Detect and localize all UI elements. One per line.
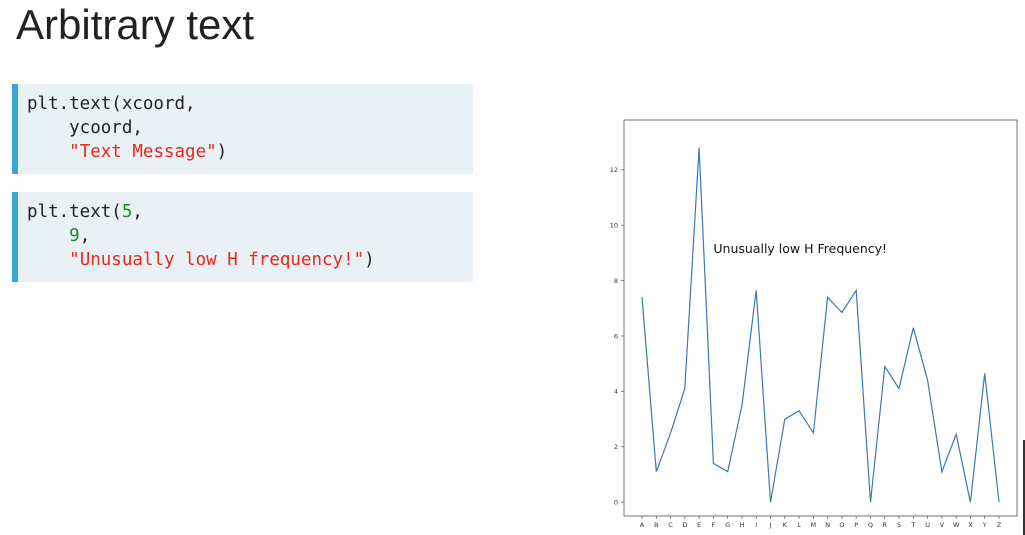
- x-tick-label: Y: [982, 521, 987, 529]
- x-tick-label: R: [882, 521, 887, 529]
- code-number: 9: [69, 226, 80, 246]
- x-tick-label: N: [825, 521, 830, 529]
- code-number: 5: [121, 202, 133, 222]
- chart-container: 0 2 4 6 8 10 12 A B C D E F G H I J K L M N O P Q R S T U V W X Y Z Unusu…: [590, 110, 1025, 535]
- code-indent: [27, 226, 69, 246]
- x-tick-label: Z: [997, 521, 1002, 529]
- x-tick-label: J: [769, 521, 772, 529]
- plot-frame: [623, 119, 1018, 517]
- code-paren: ): [216, 142, 228, 162]
- x-tick-label: U: [925, 521, 930, 529]
- x-tick-label: K: [783, 521, 788, 529]
- x-tick-label: L: [797, 521, 801, 529]
- x-tick-label: G: [725, 521, 730, 529]
- y-tick-label: 10: [610, 222, 618, 230]
- x-tick-label: C: [668, 521, 673, 529]
- x-tick-label: Q: [868, 521, 873, 529]
- x-tick-label: H: [740, 521, 745, 529]
- window-edge-divider: [1023, 440, 1025, 535]
- line-chart: 0 2 4 6 8 10 12 A B C D E F G H I J K L M N O P Q R S T U V W X Y Z Unusu…: [610, 119, 1018, 529]
- x-tick-label: M: [811, 521, 817, 529]
- y-tick-label: 0: [614, 498, 618, 506]
- x-tick-label: O: [839, 521, 844, 529]
- series-line: [641, 147, 1000, 503]
- code-line: ycoord,: [27, 118, 143, 138]
- x-tick-label: X: [968, 521, 973, 529]
- code-comma: ,: [132, 202, 143, 222]
- code-line: plt.text(xcoord,: [27, 94, 196, 114]
- y-tick-label: 6: [614, 332, 618, 340]
- x-tick-label: A: [640, 521, 645, 529]
- slide-title: Arbitrary text: [16, 1, 255, 48]
- y-tick-label: 8: [614, 277, 618, 285]
- code-indent: [27, 142, 69, 162]
- y-tick-label: 2: [614, 443, 618, 451]
- code-string: "Unusually low H frequency!": [69, 250, 365, 270]
- x-tick-label: B: [654, 521, 658, 529]
- x-tick-label: V: [940, 521, 945, 529]
- x-tick-label: F: [712, 521, 716, 529]
- y-tick-label: 4: [614, 388, 618, 396]
- code-block-example: plt.text(5, 9, "Unusually low H frequenc…: [12, 192, 473, 282]
- code-string: "Text Message": [69, 142, 217, 162]
- x-tick-label: D: [682, 521, 687, 529]
- x-tick-label: P: [854, 521, 858, 529]
- code-func: plt.text(: [27, 202, 122, 222]
- x-tick-label: S: [897, 521, 901, 529]
- x-tick-label: I: [755, 521, 757, 529]
- x-tick-label: T: [910, 521, 915, 529]
- y-tick-label: 12: [610, 166, 618, 174]
- x-tick-label: W: [953, 521, 960, 529]
- annotation-text: Unusually low H Frequency!: [713, 241, 887, 256]
- code-paren: ): [364, 250, 375, 270]
- code-indent: [27, 250, 69, 270]
- code-comma: ,: [79, 226, 91, 246]
- x-tick-label: E: [697, 521, 701, 529]
- code-block-generic: plt.text(xcoord, ycoord, "Text Message"): [12, 84, 473, 174]
